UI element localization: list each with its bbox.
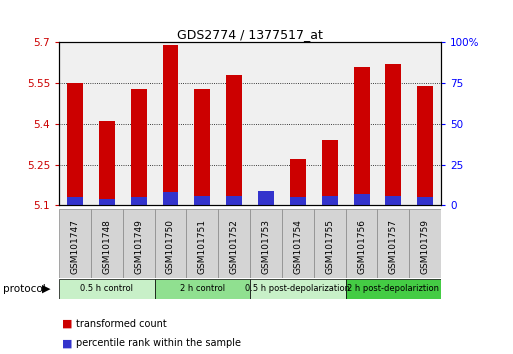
Bar	[194, 88, 210, 205]
Text: percentile rank within the sample: percentile rank within the sample	[76, 338, 241, 348]
Bar	[385, 64, 401, 205]
Text: 2 h control: 2 h control	[180, 284, 225, 293]
Bar	[417, 197, 433, 205]
Bar	[322, 140, 338, 205]
Bar	[67, 197, 83, 205]
Bar	[353, 67, 369, 205]
Bar	[59, 279, 154, 299]
Bar	[290, 197, 306, 205]
Bar	[186, 209, 218, 278]
Bar	[290, 159, 306, 205]
Text: GSM101749: GSM101749	[134, 219, 143, 274]
Text: ■: ■	[62, 319, 72, 329]
Bar	[99, 199, 115, 205]
Title: GDS2774 / 1377517_at: GDS2774 / 1377517_at	[177, 28, 323, 41]
Text: 0.5 h control: 0.5 h control	[80, 284, 133, 293]
Text: ▶: ▶	[42, 284, 51, 294]
Bar	[409, 209, 441, 278]
Bar	[250, 209, 282, 278]
Bar	[250, 279, 346, 299]
Bar	[123, 209, 154, 278]
Text: GSM101754: GSM101754	[293, 219, 302, 274]
Bar	[131, 197, 147, 205]
Bar	[282, 209, 314, 278]
Text: GSM101757: GSM101757	[389, 219, 398, 274]
Bar	[131, 88, 147, 205]
Bar	[163, 192, 179, 205]
Bar	[226, 195, 242, 205]
Bar	[417, 86, 433, 205]
Bar	[163, 45, 179, 205]
Text: GSM101750: GSM101750	[166, 219, 175, 274]
Text: transformed count: transformed count	[76, 319, 167, 329]
Bar	[314, 209, 346, 278]
Bar	[154, 209, 186, 278]
Bar	[154, 279, 250, 299]
Bar	[378, 209, 409, 278]
Text: protocol: protocol	[3, 284, 45, 294]
Bar	[194, 195, 210, 205]
Text: GSM101747: GSM101747	[70, 219, 80, 274]
Text: 2 h post-depolariztion: 2 h post-depolariztion	[347, 284, 440, 293]
Text: GSM101756: GSM101756	[357, 219, 366, 274]
Bar	[226, 75, 242, 205]
Text: 0.5 h post-depolarization: 0.5 h post-depolarization	[245, 284, 350, 293]
Bar	[59, 209, 91, 278]
Bar	[67, 83, 83, 205]
Bar	[322, 195, 338, 205]
Bar	[91, 209, 123, 278]
Text: GSM101748: GSM101748	[102, 219, 111, 274]
Bar	[385, 195, 401, 205]
Bar	[99, 121, 115, 205]
Text: GSM101759: GSM101759	[421, 219, 430, 274]
Text: GSM101753: GSM101753	[262, 219, 270, 274]
Bar	[258, 191, 274, 205]
Text: ■: ■	[62, 338, 72, 348]
Text: GSM101755: GSM101755	[325, 219, 334, 274]
Bar	[218, 209, 250, 278]
Bar	[353, 194, 369, 205]
Bar	[346, 209, 378, 278]
Bar	[258, 202, 274, 205]
Bar	[346, 279, 441, 299]
Text: GSM101752: GSM101752	[230, 219, 239, 274]
Text: GSM101751: GSM101751	[198, 219, 207, 274]
